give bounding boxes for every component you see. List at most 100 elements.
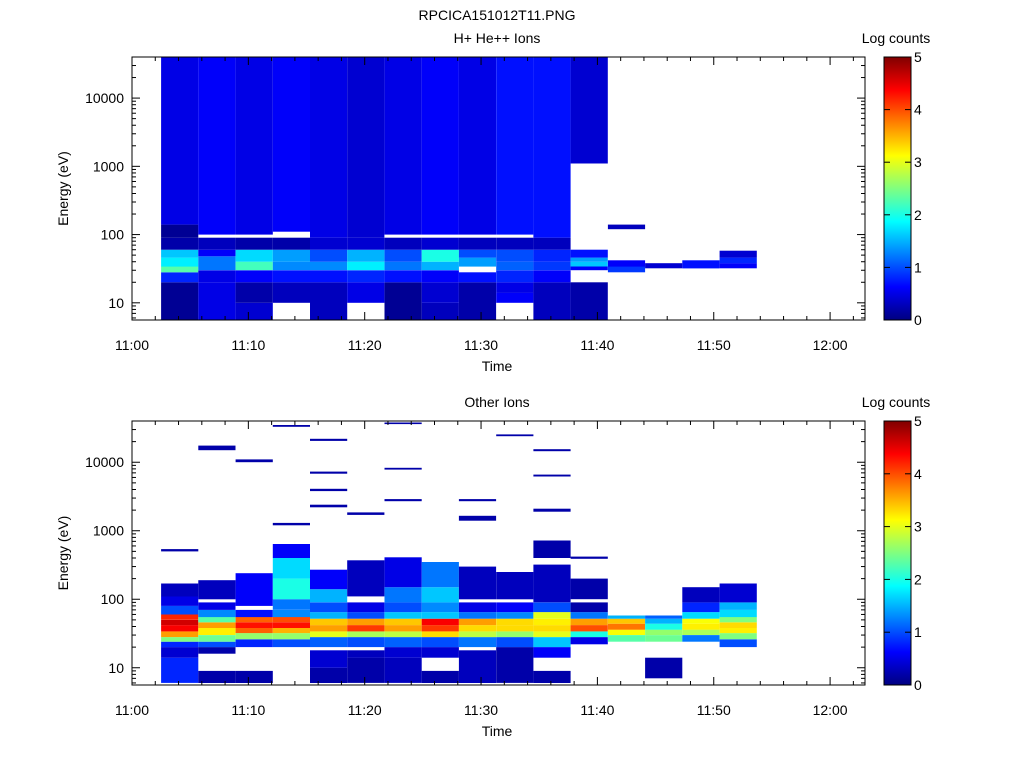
heatmap-cell-o-c14-b6 <box>682 587 720 603</box>
heatmap-cell-o-c5-b3 <box>347 631 385 638</box>
colorbar <box>883 420 912 686</box>
heatmap-cell-h-c11-b2 <box>570 261 608 267</box>
x-tick-label: 11:10 <box>231 337 265 353</box>
heatmap-cell-h-c7-b3 <box>421 261 459 271</box>
heatmap-cell-o-c6-b6 <box>384 612 422 619</box>
heatmap-cell-h-c10-b5 <box>533 57 571 238</box>
heatmap-cell-o-c0-b9 <box>161 596 199 606</box>
y-axis-label: Energy (eV) <box>55 151 71 226</box>
x-tick-label: 11:30 <box>464 702 498 718</box>
colorbar-label: Log counts <box>862 394 931 410</box>
heatmap-cell-o-c15-b5 <box>719 609 757 618</box>
heatmap-cell-h-c9-b2 <box>496 270 534 283</box>
heatmap-cell-o-c1-b2 <box>198 641 236 648</box>
heatmap-cell-h-c3-b4 <box>272 237 310 250</box>
colorbar-tick-label: 0 <box>914 677 922 693</box>
heatmap-cell-o-c0-b4 <box>161 631 199 638</box>
heatmap-cell-o-c14-b1 <box>682 629 720 635</box>
heatmap-cell-o-c0-b8 <box>161 605 199 615</box>
heatmap-cell-o-c2-b3 <box>235 628 273 634</box>
heatmap-cell-o-c12-b4 <box>607 615 646 619</box>
heatmap-cell-o-c5-b9 <box>347 512 385 515</box>
heatmap-cell-o-c4-b6 <box>310 612 348 619</box>
heatmap-cell-h-c1-b3 <box>198 249 236 257</box>
heatmap-cell-o-c3-b0 <box>272 639 310 648</box>
heatmap-cell-o-c14-b4 <box>682 612 720 619</box>
heatmap-cell-h-c4-b0 <box>310 282 348 320</box>
heatmap-cell-o-c3-b3 <box>272 622 310 628</box>
heatmap-cell-h-c7-b0 <box>421 302 459 320</box>
panel-title: H+ He++ Ions <box>454 30 541 46</box>
heatmap-cell-o-c5-b5 <box>347 618 385 626</box>
colorbar <box>883 56 912 321</box>
x-axis-label: Time <box>482 358 513 374</box>
heatmap-cell-o-c13-b1 <box>645 635 683 642</box>
heatmap-cell-o-c5-b0 <box>347 657 385 683</box>
heatmap-cell-h-c8-b1 <box>458 272 497 283</box>
colorbar-tick-label: 1 <box>914 259 922 275</box>
heatmap-cell-o-c0-b7 <box>161 614 199 620</box>
heatmap-cell-o-c10-b3 <box>533 631 571 638</box>
heatmap-cell-o-c14-b5 <box>682 602 720 613</box>
heatmap-panel-h-he-ions: H+ He++ Ions Log counts1010010001000011:0… <box>55 30 930 374</box>
heatmap-cell-o-c12-b0 <box>607 635 646 642</box>
heatmap-cell-o-c2-b7 <box>235 573 273 606</box>
heatmap-cell-o-c3-b9 <box>272 544 310 558</box>
colorbar-tick-label: 5 <box>914 413 922 429</box>
heatmap-cell-h-c0-b5 <box>161 237 199 250</box>
heatmap-cell-o-c3-b11 <box>272 425 310 427</box>
heatmap-cell-h-c0-b7 <box>161 57 199 225</box>
heatmap-cell-h-c2-b3 <box>235 261 273 271</box>
heatmap-cell-h-c1-b5 <box>198 57 236 235</box>
heatmap-cell-h-c0-b6 <box>161 224 199 238</box>
heatmap-cell-o-c15-b1 <box>719 633 757 640</box>
plot-frame <box>131 56 866 321</box>
heatmap-cell-o-c11-b2 <box>570 625 608 632</box>
heatmap-cell-o-c10-b6 <box>533 612 571 619</box>
heatmap-cell-o-c7-b7 <box>421 602 459 613</box>
heatmap-cell-h-c10-b0 <box>533 282 571 320</box>
heatmap-cell-h-c3-b0 <box>272 282 310 303</box>
heatmap-cell-o-c2-b5 <box>235 617 273 623</box>
heatmap-cell-h-c7-b1 <box>421 282 459 303</box>
heatmap-cell-h-c6-b1 <box>384 270 422 283</box>
heatmap-cell-o-c15-b7 <box>719 583 757 603</box>
heatmap-cell-o-c11-b5 <box>570 602 608 613</box>
heatmap-cell-o-c5-b8 <box>347 560 385 597</box>
heatmap-cell-h-c9-b3 <box>496 261 534 271</box>
heatmap-cell-o-c9-b1 <box>496 637 534 648</box>
heatmap-cell-o-c9-b3 <box>496 625 534 632</box>
heatmap-cell-o-c14-b3 <box>682 618 720 624</box>
heatmap-cell-o-c13-b4 <box>645 618 683 624</box>
x-tick-label: 11:20 <box>348 702 382 718</box>
heatmap-cell-o-c10-b10 <box>533 508 571 512</box>
heatmap-cell-o-c10-b5 <box>533 618 571 626</box>
heatmap-cell-o-c6-b4 <box>384 625 422 632</box>
heatmap-cell-o-c1-b1 <box>198 647 236 654</box>
heatmap-cell-h-c0-b2 <box>161 266 199 273</box>
heatmap-cell-h-c12-b2 <box>607 224 646 230</box>
plot-frame <box>131 420 866 686</box>
heatmap-cell-h-c11-b5 <box>570 57 608 164</box>
y-tick-label: 1000 <box>93 158 124 174</box>
heatmap-cell-o-c9-b6 <box>496 602 534 613</box>
heatmap-cell-o-c11-b1 <box>570 631 608 638</box>
heatmap-cell-o-c11-b3 <box>570 618 608 626</box>
heatmap-cell-o-c10-b9 <box>533 540 571 558</box>
heatmap-cell-o-c2-b1 <box>235 639 273 648</box>
heatmap-cell-o-c6-b11 <box>384 467 422 470</box>
colorbar-tick-label: 1 <box>914 624 922 640</box>
x-axis-label: Time <box>482 723 513 739</box>
heatmap-cell-o-c6-b5 <box>384 618 422 626</box>
heatmap-cell-o-c10-b2 <box>533 637 571 648</box>
heatmap-cell-o-c1-b8 <box>198 602 236 610</box>
y-tick-label: 10 <box>108 660 124 676</box>
heatmap-cell-o-c11-b6 <box>570 578 608 600</box>
heatmap-cell-o-c13-b3 <box>645 623 683 630</box>
heatmap-cell-h-c8-b3 <box>458 249 497 258</box>
heatmap-cell-o-c7-b3 <box>421 631 459 638</box>
heatmap-cell-h-c5-b3 <box>347 249 385 262</box>
heatmap-cell-o-c1-b0 <box>198 670 236 683</box>
heatmap-cell-h-c1-b2 <box>198 256 236 271</box>
